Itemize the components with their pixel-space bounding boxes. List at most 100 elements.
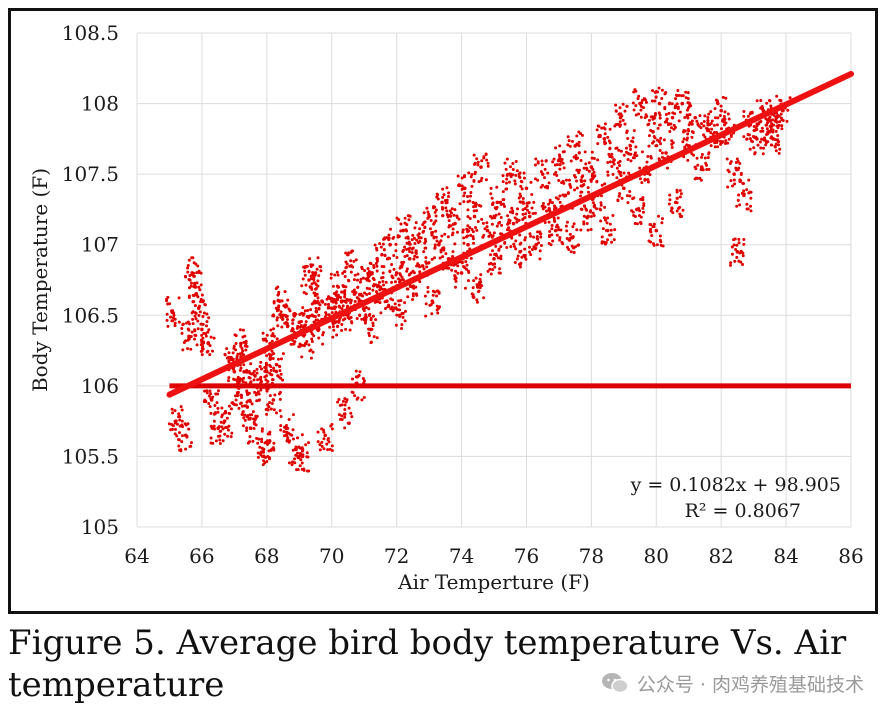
data-point (319, 269, 323, 273)
data-point (715, 131, 719, 135)
data-point (660, 221, 664, 225)
data-point (422, 267, 426, 271)
data-point (546, 171, 550, 175)
data-point (353, 394, 357, 398)
data-point (620, 196, 624, 200)
data-point (546, 186, 550, 190)
data-point (608, 160, 612, 164)
data-point (199, 283, 203, 287)
data-point (561, 179, 565, 183)
data-point (405, 254, 409, 258)
data-point (498, 271, 502, 275)
data-point (434, 214, 438, 218)
data-point (511, 168, 515, 172)
data-point (567, 139, 571, 143)
data-point (271, 378, 275, 382)
data-point (654, 95, 658, 99)
data-point (566, 143, 570, 147)
data-point (400, 311, 404, 315)
data-point (316, 440, 320, 444)
data-point (291, 318, 295, 322)
data-point (410, 238, 414, 242)
data-point (558, 167, 562, 171)
data-point (239, 344, 243, 348)
data-point (631, 210, 635, 214)
data-point (205, 350, 209, 354)
data-point (518, 265, 522, 269)
data-point (670, 115, 675, 120)
data-point (501, 190, 505, 194)
data-point (670, 207, 674, 211)
data-point (475, 228, 479, 232)
data-point (330, 448, 334, 452)
data-point (215, 401, 219, 405)
data-point (466, 215, 470, 219)
data-point (486, 161, 490, 165)
data-point (251, 371, 255, 375)
data-point (611, 160, 615, 164)
data-point (179, 449, 183, 453)
data-point (177, 296, 181, 300)
data-point-cluster (595, 122, 612, 151)
data-point (298, 464, 302, 468)
data-point (463, 191, 467, 195)
data-point (201, 315, 205, 319)
data-point (737, 193, 741, 197)
data-point (395, 313, 399, 317)
data-point (175, 422, 179, 426)
data-point-cluster (489, 185, 507, 220)
data-point (763, 136, 767, 140)
data-point (320, 440, 324, 444)
data-point (350, 377, 354, 381)
data-point (615, 166, 619, 170)
data-point (300, 433, 304, 437)
data-point (629, 159, 633, 163)
data-point (564, 224, 568, 228)
data-point (675, 196, 679, 200)
data-point-cluster (413, 249, 431, 281)
data-point (755, 124, 759, 128)
data-point (760, 105, 764, 109)
data-point (633, 88, 637, 92)
data-point (625, 130, 629, 134)
data-point (745, 207, 749, 211)
data-point (334, 301, 338, 305)
data-point (714, 140, 718, 144)
data-point (706, 156, 710, 160)
data-point-cluster (176, 418, 193, 453)
data-point (739, 260, 743, 264)
x-tick-label: 72 (384, 544, 409, 568)
data-point (466, 242, 470, 247)
data-point (221, 439, 225, 443)
data-point (362, 395, 366, 399)
data-point (765, 101, 769, 105)
data-point (431, 293, 435, 297)
data-point (165, 297, 169, 301)
data-point (354, 369, 358, 373)
data-point (248, 416, 252, 420)
data-point (713, 116, 717, 120)
data-point (375, 264, 379, 268)
data-point (302, 291, 306, 295)
data-point (228, 356, 232, 360)
data-point (199, 300, 203, 304)
data-point (244, 404, 248, 408)
data-point (704, 161, 708, 165)
data-point (265, 374, 269, 378)
data-point (279, 424, 283, 428)
data-point (362, 379, 366, 383)
data-point (331, 300, 335, 304)
data-point (394, 306, 398, 310)
data-point (314, 318, 318, 322)
data-point (655, 243, 659, 247)
data-point (450, 268, 454, 272)
data-point (275, 316, 279, 320)
data-point (326, 306, 330, 310)
data-point (538, 249, 542, 253)
data-point (560, 241, 564, 245)
data-point (311, 350, 315, 354)
data-point (191, 300, 195, 304)
data-point-cluster (693, 152, 711, 182)
data-point (540, 163, 544, 167)
data-point (271, 357, 275, 361)
